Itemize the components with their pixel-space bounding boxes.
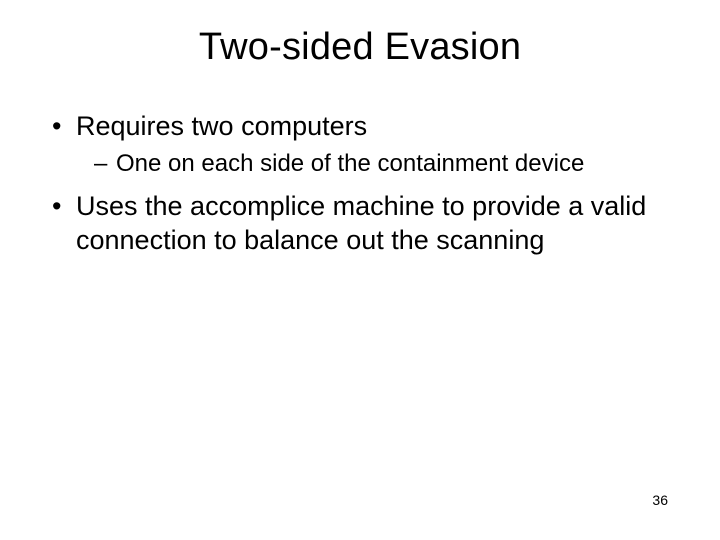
slide-title: Two-sided Evasion (48, 26, 672, 69)
bullet-text-1: Requires two computers (76, 111, 367, 141)
bullet-item-1: Requires two computers One on each side … (48, 109, 672, 179)
sub-bullet-list-1: One on each side of the containment devi… (76, 148, 672, 179)
slide: Two-sided Evasion Requires two computers… (0, 0, 720, 540)
page-number: 36 (652, 492, 668, 508)
bullet-item-2: Uses the accomplice machine to provide a… (48, 189, 672, 258)
bullet-text-2: Uses the accomplice machine to provide a… (76, 191, 646, 256)
bullet-list: Requires two computers One on each side … (48, 109, 672, 258)
sub-bullet-text-1: One on each side of the containment devi… (116, 150, 584, 177)
sub-bullet-item-1: One on each side of the containment devi… (94, 148, 672, 179)
